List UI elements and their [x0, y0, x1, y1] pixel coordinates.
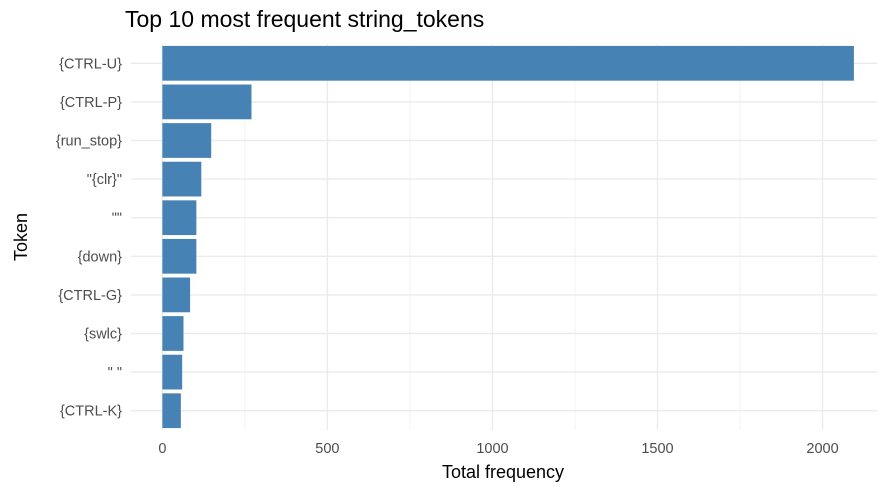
bar — [162, 123, 212, 158]
bar — [162, 393, 181, 429]
y-tick-label: {swlc} — [84, 327, 122, 343]
y-tick-label: " " — [108, 365, 122, 381]
x-tick-label: 2000 — [806, 441, 838, 457]
x-tick-label: 500 — [315, 441, 339, 457]
x-axis-title: Total frequency — [442, 462, 564, 482]
bar — [162, 238, 197, 274]
y-tick-label: "{clr}" — [87, 172, 122, 188]
bar — [162, 354, 183, 390]
bar — [162, 84, 252, 120]
x-tick-label: 1000 — [476, 441, 508, 457]
x-tick-label: 1500 — [641, 441, 673, 457]
x-tick-label: 0 — [158, 441, 166, 457]
bar — [162, 200, 197, 236]
y-tick-label: {CTRL-G} — [58, 288, 122, 304]
y-tick-label: {run_stop} — [56, 134, 122, 150]
bar — [162, 45, 854, 81]
y-axis-title: Token — [11, 213, 31, 261]
y-tick-label: "" — [112, 211, 122, 227]
bar — [162, 161, 202, 197]
y-tick-label: {CTRL-P} — [60, 95, 122, 111]
bar — [162, 316, 184, 351]
y-tick-label: {CTRL-U} — [59, 56, 122, 72]
chart-title: Top 10 most frequent string_tokens — [125, 6, 485, 32]
bar — [162, 277, 191, 313]
y-tick-label: {down} — [78, 249, 123, 265]
y-tick-label: {CTRL-K} — [60, 404, 122, 420]
